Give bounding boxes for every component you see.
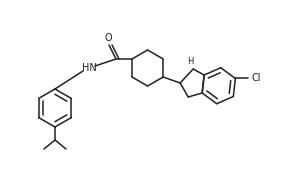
Text: HN: HN bbox=[82, 63, 96, 73]
Text: Cl: Cl bbox=[252, 74, 261, 83]
Text: O: O bbox=[104, 33, 112, 43]
Text: H: H bbox=[187, 58, 193, 66]
